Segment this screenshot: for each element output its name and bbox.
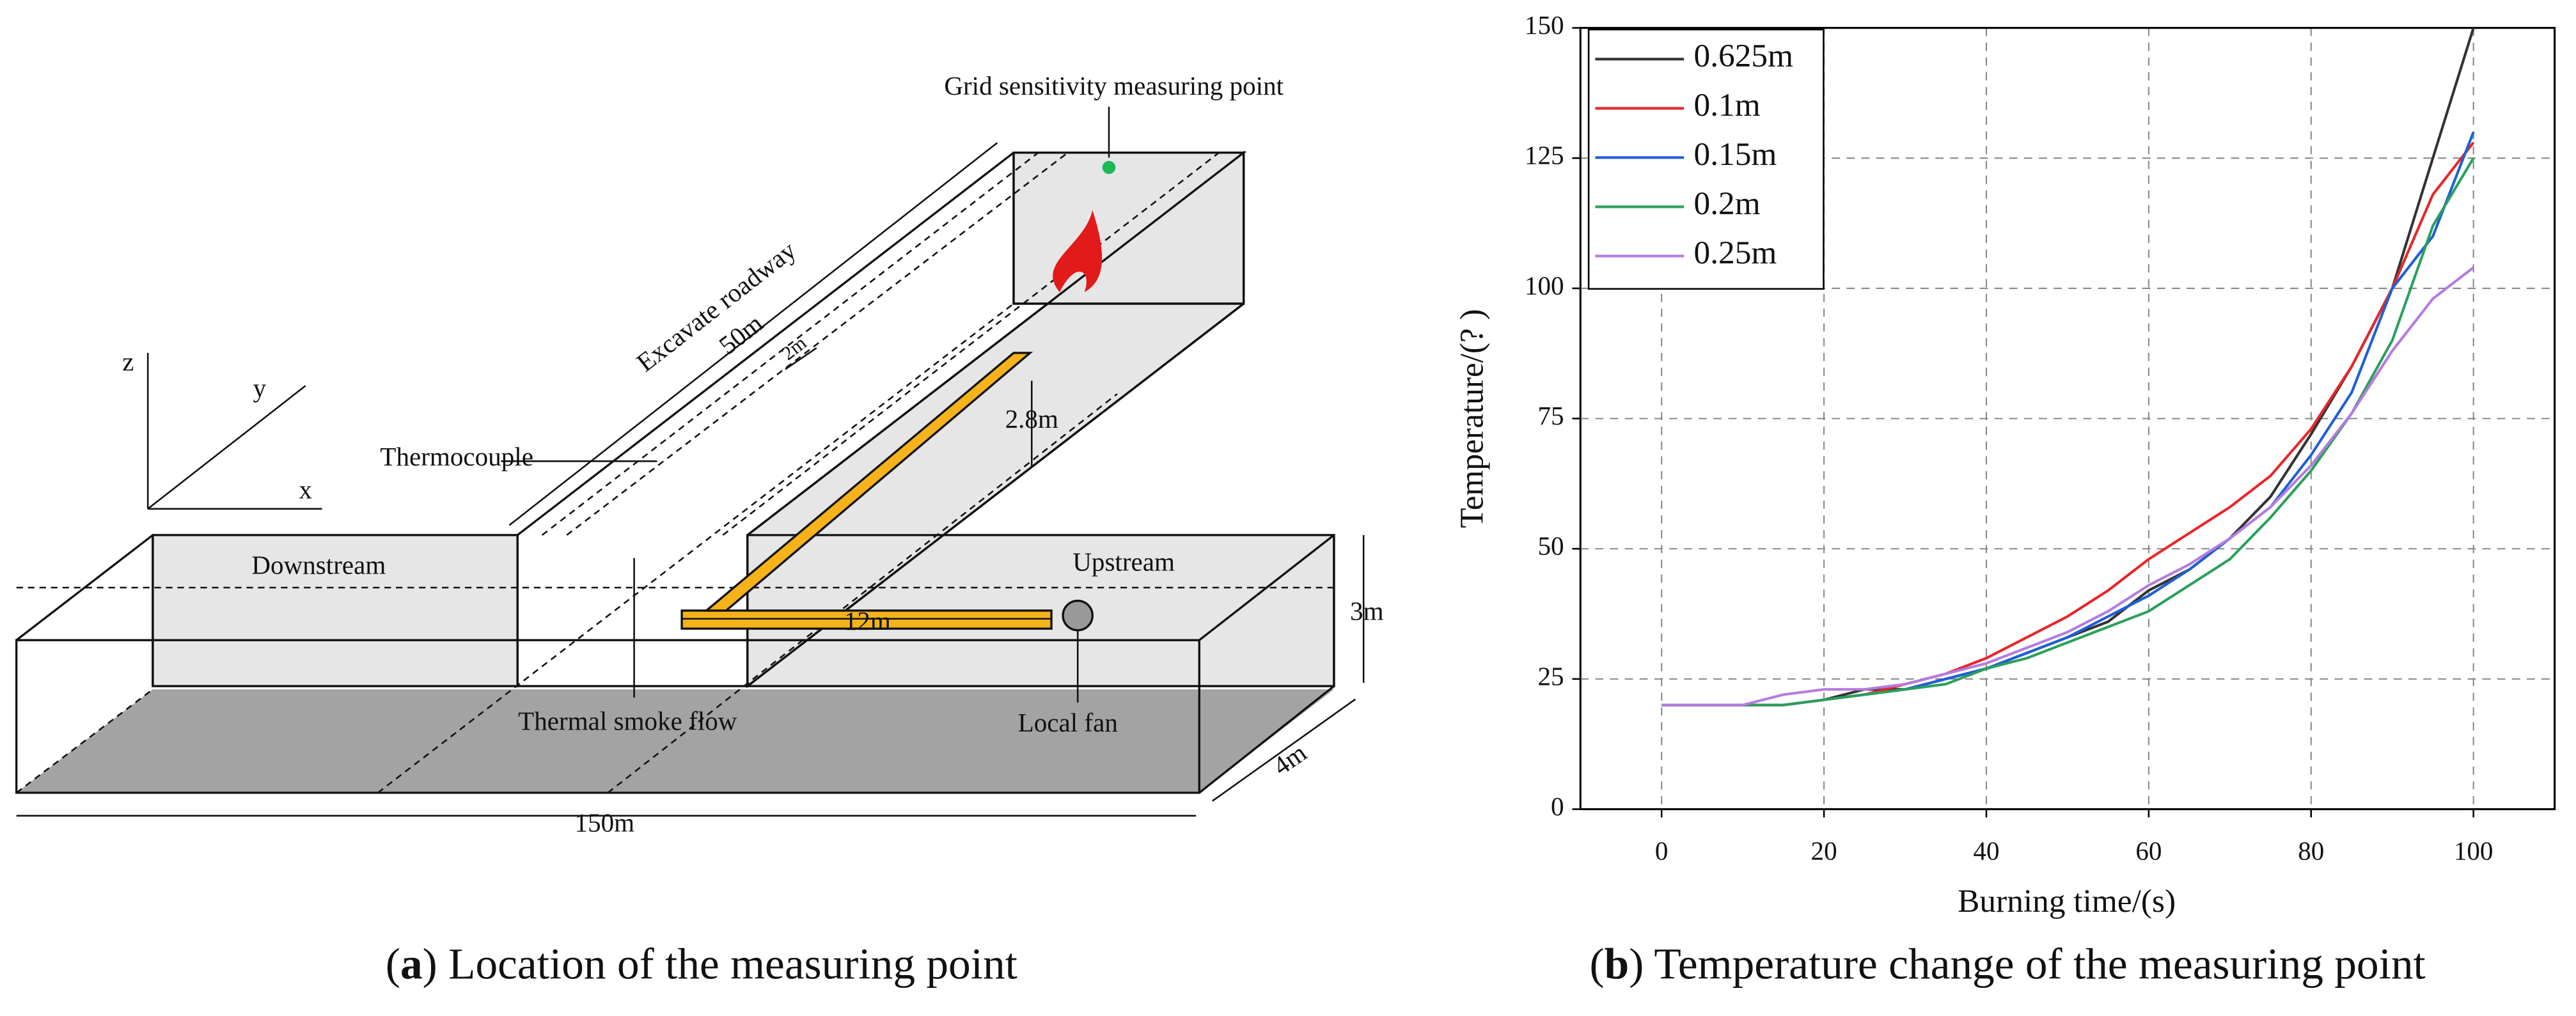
legend-box [1587,28,1825,290]
legend-label: 0.15m [1694,136,1777,173]
x-tick-label: 40 [1973,836,1999,865]
caption-part: ) Location of the measuring point [423,939,1017,988]
label: 2.8m [1005,404,1058,434]
label: 2m [778,332,811,364]
y-tick-label: 75 [1537,401,1564,430]
caption-part: ) Temperature change of the measuring po… [1629,939,2426,988]
x-tick-label: 80 [2298,836,2324,865]
label: Thermocouple [380,442,533,471]
legend-label: 0.625m [1694,38,1794,74]
caption-part: a [400,939,423,988]
y-axis-label: Temperature/(? ) [1454,309,1491,528]
label: Grid sensitivity measuring point [944,71,1284,100]
label: 4m [1268,737,1312,781]
y-tick-label: 25 [1537,661,1564,691]
caption-part: ( [1590,939,1605,988]
label: z [122,347,134,376]
legend-label: 0.1m [1694,87,1761,123]
floor [16,689,1334,793]
dashed-lines [15,152,1334,793]
diagram [15,106,1365,817]
y-tick-label: 125 [1525,141,1564,170]
label: x [299,475,313,504]
legend-label: 0.25m [1694,235,1777,271]
label: Local fan [1018,708,1118,737]
x-tick-label: 20 [1811,836,1837,865]
dimension-lines [16,106,1365,817]
label: 3m [1350,597,1384,626]
duct [703,352,1033,612]
caption-part: ( [386,939,400,988]
y-tick-label: 100 [1525,270,1564,300]
label: y [253,373,267,402]
series-line [1661,266,2474,707]
caption: (b) Temperature change of the measuring … [1590,939,2426,988]
label: 150m [575,808,635,838]
legend-label: 0.2m [1694,185,1761,222]
y-tick-label: 150 [1525,10,1564,40]
measuring-point [1102,160,1116,175]
x-tick-label: 60 [2135,836,2162,865]
label: Thermal smoke flow [518,706,737,735]
label: Upstream [1072,547,1175,576]
label: 12m [844,606,891,636]
tunnel-edges [15,152,1335,794]
caption-part: b [1605,939,1630,988]
flame [1053,210,1103,292]
label: Excavate roadway [631,235,801,378]
y-tick-label: 50 [1537,531,1564,561]
y-tick-label: 0 [1551,792,1564,821]
branch-end [1012,152,1245,305]
label: Downstream [251,551,386,580]
plot-frame [1579,27,2556,811]
fan [1062,599,1094,632]
x-axis-label: Burning time/(s) [1958,883,2176,919]
caption: (a) Location of the measuring point [386,939,1017,988]
x-tick-label: 100 [2454,836,2494,865]
x-tick-label: 0 [1655,836,1669,865]
